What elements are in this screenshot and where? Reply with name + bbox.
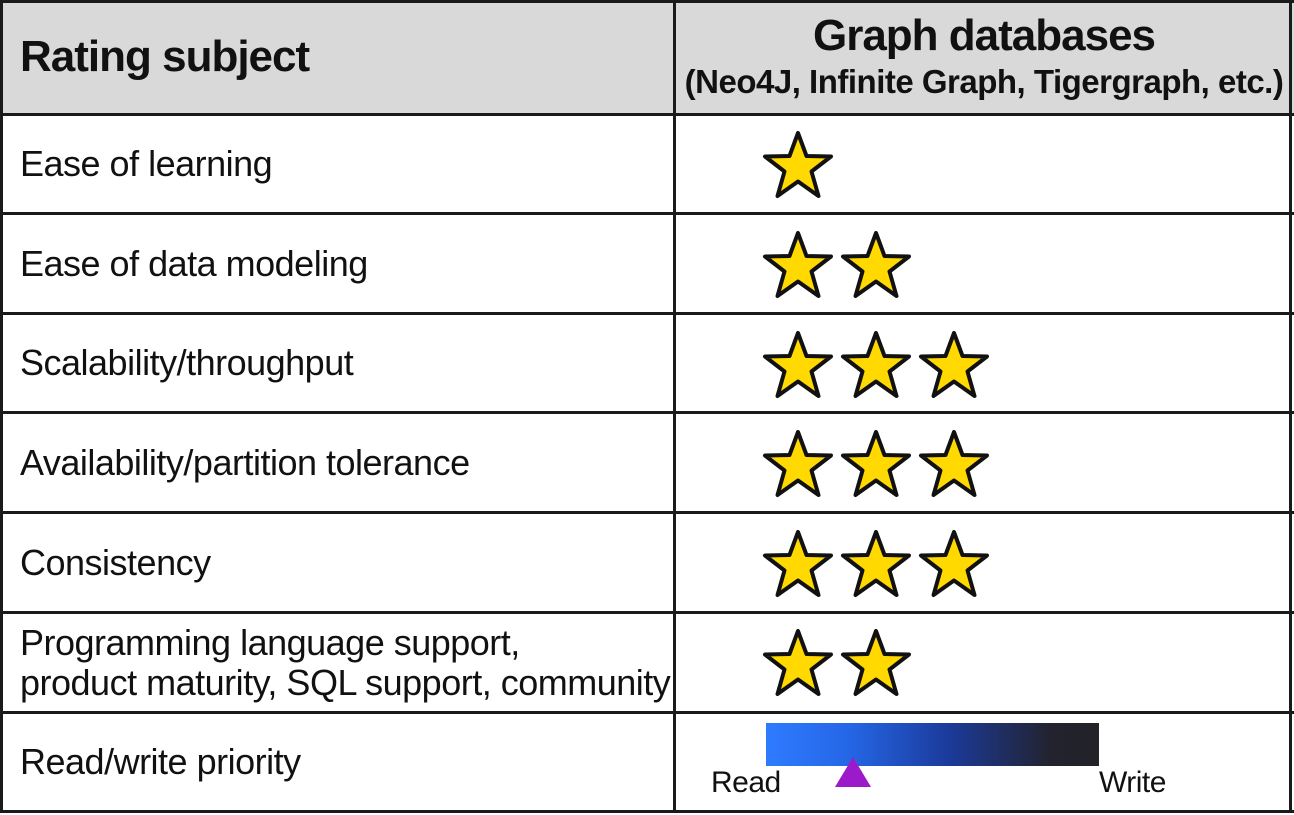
write-label: Write xyxy=(1099,766,1166,799)
grid-line xyxy=(0,810,1294,813)
rating-stars xyxy=(762,429,990,499)
row-label-scalability: Scalability/throughput xyxy=(20,342,354,383)
header-title: Graph databases xyxy=(812,11,1156,60)
star-icon xyxy=(840,628,912,698)
grid-line xyxy=(0,113,1294,116)
rating-stars xyxy=(762,330,990,400)
star-icon xyxy=(840,529,912,599)
row-label-ease-of-learning: Ease of learning xyxy=(20,143,273,184)
star-icon xyxy=(918,529,990,599)
star-icon xyxy=(762,330,834,400)
star-icon xyxy=(918,429,990,499)
triangle-up-icon xyxy=(834,757,871,787)
grid-line xyxy=(0,411,1294,414)
row-label-availability: Availability/partition tolerance xyxy=(20,441,470,483)
grid-line xyxy=(0,312,1294,315)
rating-stars xyxy=(762,130,834,200)
grid-line xyxy=(0,511,1294,514)
row-label-ease-of-data-modeling: Ease of data modeling xyxy=(20,242,368,284)
read-label: Read xyxy=(711,766,781,799)
header-rating-subject: Rating subject xyxy=(20,32,310,81)
header-subtitle: (Neo4J, Infinite Graph, Tigergraph, etc.… xyxy=(684,63,1284,100)
row-label-line2: product maturity, SQL support, community xyxy=(20,661,671,703)
star-icon xyxy=(840,429,912,499)
grid-line xyxy=(0,0,1294,3)
grid-line xyxy=(1289,0,1292,813)
table-header xyxy=(0,0,1294,114)
star-icon xyxy=(762,429,834,499)
rating-stars xyxy=(762,230,912,300)
grid-line xyxy=(0,0,3,813)
star-icon xyxy=(918,330,990,400)
rating-stars xyxy=(762,529,990,599)
star-icon xyxy=(762,230,834,300)
star-icon xyxy=(840,230,912,300)
row-label-read-write-priority: Read/write priority xyxy=(20,741,301,782)
row-label-programming-support: Programming language support, product ma… xyxy=(20,614,671,711)
rating-stars xyxy=(762,628,912,698)
star-icon xyxy=(762,628,834,698)
star-icon xyxy=(762,529,834,599)
row-label-consistency: Consistency xyxy=(20,541,211,583)
read-write-gradient-bar xyxy=(766,723,1099,766)
grid-line xyxy=(673,0,676,813)
header-graph-databases: Graph databases (Neo4J, Infinite Graph, … xyxy=(676,10,1292,102)
row-label-line1: Programming language support, xyxy=(20,621,520,663)
star-icon xyxy=(840,330,912,400)
star-icon xyxy=(762,130,834,200)
grid-line xyxy=(0,711,1294,714)
grid-line xyxy=(0,212,1294,215)
grid-line xyxy=(0,611,1294,614)
